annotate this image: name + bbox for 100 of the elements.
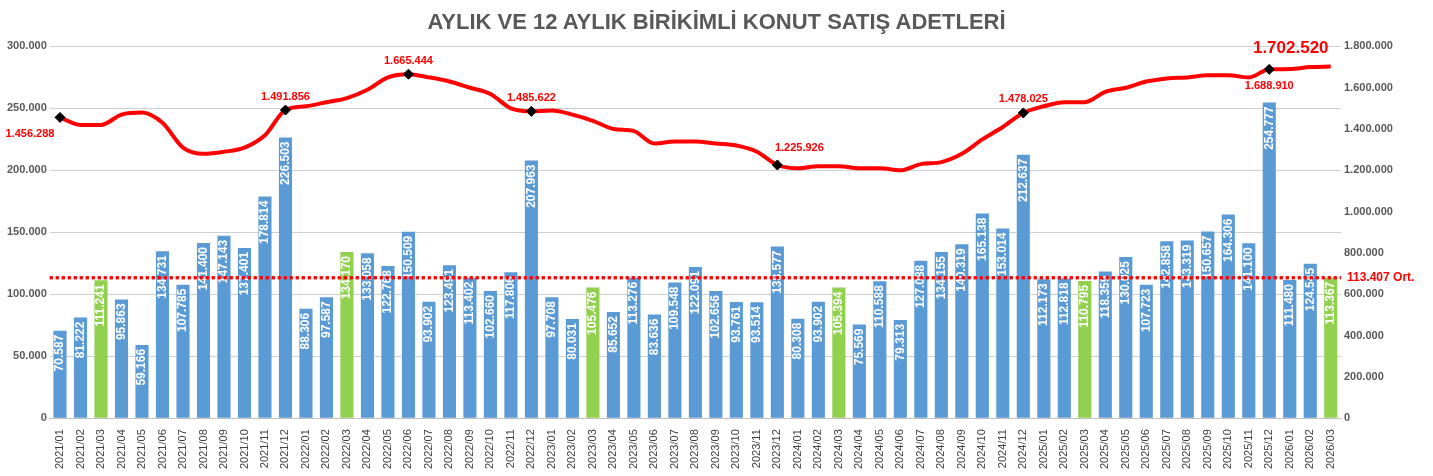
data-label: 1.665.444 bbox=[383, 53, 434, 66]
data-label: 112.173 bbox=[1036, 282, 1051, 326]
x-tick-label: 2024/07 bbox=[913, 429, 926, 469]
x-tick-label: 2025/11 bbox=[1241, 429, 1254, 469]
x-tick-label: 2023/10 bbox=[729, 429, 742, 469]
data-label: 134.170 bbox=[339, 255, 354, 300]
x-tick-label: 2023/11 bbox=[749, 429, 762, 469]
x-tick-label: 2023/12 bbox=[770, 429, 783, 469]
x-tick-label: 2021/10 bbox=[237, 429, 250, 469]
data-label: 59.166 bbox=[134, 348, 149, 386]
data-label: 93.514 bbox=[749, 306, 764, 344]
data-label: 109.548 bbox=[667, 286, 682, 330]
data-label: 153.014 bbox=[995, 232, 1010, 276]
y-tick-label: 300.000 bbox=[7, 39, 47, 52]
x-tick-label: 2023/03 bbox=[585, 429, 598, 469]
x-tick-label: 2023/02 bbox=[565, 429, 578, 469]
data-label: 95.863 bbox=[113, 303, 128, 341]
data-label: 1.478.025 bbox=[998, 92, 1048, 105]
data-label: 130.025 bbox=[1118, 260, 1133, 305]
y2-tick-label: 0 bbox=[1344, 411, 1351, 424]
data-label: 97.587 bbox=[318, 300, 333, 338]
data-label: 124.545 bbox=[1302, 267, 1317, 312]
data-label: 138.577 bbox=[769, 250, 784, 294]
x-tick-label: 2021/04 bbox=[114, 429, 127, 469]
x-tick-label: 2025/04 bbox=[1098, 429, 1111, 469]
y-tick-label: 100.000 bbox=[7, 287, 47, 300]
data-label: 134.731 bbox=[154, 254, 169, 299]
bar bbox=[278, 137, 293, 418]
x-tick-label: 2021/06 bbox=[155, 429, 168, 469]
y-tick-label: 0 bbox=[40, 411, 47, 424]
x-tick-label: 2022/01 bbox=[298, 429, 311, 469]
x-tick-label: 2021/02 bbox=[73, 429, 86, 469]
data-label: 1.688.910 bbox=[1244, 78, 1294, 91]
data-label: 212.637 bbox=[1015, 158, 1030, 203]
bar bbox=[94, 280, 108, 418]
bar bbox=[258, 196, 272, 418]
data-label: 97.708 bbox=[544, 300, 559, 338]
x-tick-label: 2022/12 bbox=[524, 429, 537, 469]
data-label: 1.491.856 bbox=[261, 89, 310, 102]
data-label: 88.306 bbox=[298, 312, 313, 350]
x-tick-label: 2021/07 bbox=[176, 429, 189, 469]
ref-line-label: 113.407 Ort. bbox=[1347, 269, 1415, 284]
data-label: 105.394 bbox=[831, 291, 846, 335]
x-tick-label: 2024/11 bbox=[995, 429, 1008, 469]
y2-tick-label: 1.800.000 bbox=[1344, 39, 1393, 52]
data-label: 107.785 bbox=[175, 288, 190, 333]
y2-tick-label: 400.000 bbox=[1344, 328, 1384, 341]
x-tick-label: 2022/04 bbox=[360, 429, 373, 469]
x-tick-label: 2025/01 bbox=[1036, 429, 1049, 469]
chart-title: AYLIK VE 12 AYLIK BİRİKİMLİ KONUT SATIŞ ADETLERİ bbox=[427, 9, 1006, 35]
data-label: 107.723 bbox=[1138, 288, 1153, 333]
data-label: 1.702.520 bbox=[1252, 37, 1329, 57]
data-label: 142.858 bbox=[1159, 244, 1174, 289]
x-tick-label: 2022/10 bbox=[483, 429, 496, 469]
x-tick-label: 2025/12 bbox=[1262, 429, 1275, 469]
x-tick-label: 2023/05 bbox=[626, 429, 639, 469]
x-tick-label: 2021/03 bbox=[94, 429, 107, 469]
y2-tick-label: 600.000 bbox=[1344, 287, 1384, 300]
data-label: 102.656 bbox=[708, 294, 723, 339]
data-label: 207.963 bbox=[523, 164, 538, 208]
x-tick-label: 2021/05 bbox=[135, 429, 148, 469]
data-label: 134.155 bbox=[933, 255, 948, 300]
y-tick-label: 250.000 bbox=[7, 101, 47, 114]
data-label: 150.509 bbox=[400, 235, 415, 280]
y-tick-label: 150.000 bbox=[7, 225, 47, 238]
data-label: 110.795 bbox=[1077, 284, 1092, 328]
data-label: 111.480 bbox=[1282, 283, 1297, 327]
bar bbox=[1262, 102, 1276, 418]
data-label: 80.031 bbox=[564, 322, 579, 360]
x-tick-label: 2025/05 bbox=[1118, 429, 1131, 469]
x-tick-label: 2024/01 bbox=[790, 429, 803, 469]
data-label: 165.138 bbox=[974, 217, 989, 261]
data-label: 102.660 bbox=[482, 294, 497, 339]
y2-tick-label: 1.400.000 bbox=[1344, 122, 1393, 135]
bar bbox=[217, 235, 231, 418]
y2-tick-label: 1.000.000 bbox=[1344, 204, 1393, 217]
x-tick-label: 2025/06 bbox=[1139, 429, 1152, 469]
x-tick-label: 2024/02 bbox=[811, 429, 824, 469]
x-tick-label: 2024/06 bbox=[893, 429, 906, 469]
x-tick-label: 2022/11 bbox=[503, 429, 516, 469]
x-tick-label: 2022/07 bbox=[421, 429, 434, 469]
data-label: 85.652 bbox=[605, 315, 620, 353]
x-tick-label: 2022/02 bbox=[319, 429, 332, 469]
x-tick-label: 2025/02 bbox=[1057, 429, 1070, 469]
x-tick-label: 2026/03 bbox=[1323, 429, 1336, 469]
x-tick-label: 2021/09 bbox=[217, 429, 230, 469]
data-label: 1.225.926 bbox=[774, 140, 824, 153]
x-tick-label: 2022/03 bbox=[339, 429, 352, 469]
data-label: 133.058 bbox=[359, 257, 374, 301]
data-label: 178.814 bbox=[257, 200, 272, 244]
x-tick-label: 2024/10 bbox=[975, 429, 988, 469]
data-label: 140.319 bbox=[954, 248, 969, 292]
x-tick-label: 2025/09 bbox=[1200, 429, 1213, 469]
data-label: 1.485.622 bbox=[506, 90, 556, 103]
y2-tick-label: 1.200.000 bbox=[1344, 163, 1393, 176]
data-label: 80.308 bbox=[790, 322, 805, 360]
data-label: 112.818 bbox=[1056, 282, 1071, 326]
bar bbox=[524, 160, 538, 418]
data-label: 75.569 bbox=[851, 328, 866, 366]
x-tick-label: 2022/06 bbox=[401, 429, 414, 469]
